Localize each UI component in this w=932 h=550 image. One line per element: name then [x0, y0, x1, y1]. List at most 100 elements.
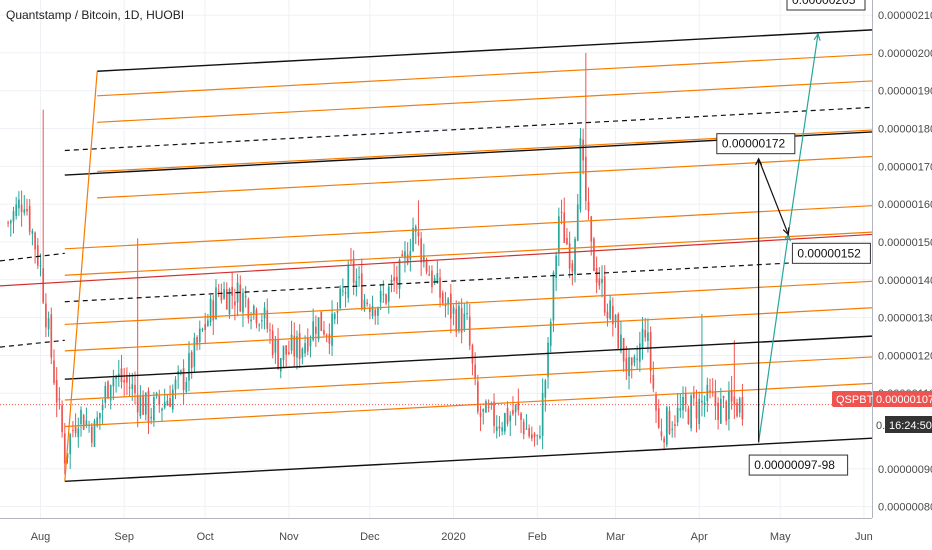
candle-body — [269, 329, 271, 331]
candle-body — [134, 384, 136, 394]
candle-body — [109, 384, 112, 401]
candle-body — [312, 321, 315, 341]
candle-body — [687, 408, 690, 425]
candle-body — [139, 395, 142, 417]
candle-body — [196, 337, 198, 345]
candle-body — [360, 273, 363, 309]
candle-body — [293, 336, 296, 357]
candle-body — [393, 277, 395, 282]
y-tick-label: 0.00000140 — [878, 275, 932, 287]
candle-body — [217, 291, 220, 293]
candle-body — [215, 287, 217, 319]
candle-body — [638, 343, 641, 362]
y-tick-label: 0.00000200 — [878, 48, 932, 60]
candle-body — [549, 321, 552, 346]
y-tick-label: 0.00000210 — [878, 10, 932, 22]
candle-body — [279, 357, 282, 372]
candle-body — [190, 352, 193, 369]
candle-body — [555, 255, 557, 278]
candle-body — [131, 384, 134, 389]
candle-body — [539, 435, 541, 438]
candle-body — [7, 222, 9, 224]
candle-body — [50, 314, 53, 358]
candle-body — [333, 313, 336, 320]
candle-body — [336, 310, 339, 313]
candle-body — [53, 360, 55, 384]
candle-body — [366, 302, 368, 305]
candle-body — [123, 379, 126, 383]
candle-body — [315, 326, 317, 334]
candle-body — [55, 380, 58, 403]
candle-body — [212, 300, 215, 321]
candle-body — [544, 380, 547, 398]
candle-body — [660, 431, 663, 437]
candle-body — [409, 251, 412, 260]
candle-body — [463, 313, 466, 331]
time-axis[interactable]: Aug Sep Oct Nov Dec 2020 Feb Mar Apr May Jun — [31, 531, 873, 543]
candle-body — [552, 272, 555, 321]
price-axis[interactable]: 0.000000800.000000900.000001100.00000120… — [878, 10, 932, 514]
candle-body — [290, 334, 293, 351]
candle-body — [355, 280, 358, 286]
candle-body — [99, 412, 101, 419]
candle-body — [358, 276, 360, 278]
candle-body — [144, 392, 147, 415]
candle-body — [682, 396, 684, 411]
candle-body — [277, 339, 279, 369]
callout-label: 0.00000172 — [722, 137, 786, 151]
candle-body — [45, 303, 47, 328]
arrowhead — [782, 227, 790, 236]
candle-body — [204, 324, 207, 330]
x-tick-label: Aug — [31, 531, 51, 543]
candle-body — [649, 332, 652, 371]
candle-body — [80, 409, 82, 425]
candle-body — [722, 396, 725, 399]
candle-body — [633, 356, 636, 363]
candle-body — [509, 415, 512, 422]
candle-body — [231, 287, 234, 296]
candle-body — [520, 413, 522, 420]
candle-body — [36, 245, 39, 266]
candle-body — [306, 337, 309, 352]
candle-body — [695, 401, 698, 419]
last-price-label: 0.00000107 — [876, 394, 932, 406]
fib-level-line — [64, 307, 873, 352]
candle-body — [425, 259, 428, 272]
candle-body — [536, 434, 539, 436]
candle-body — [593, 238, 595, 272]
candle-body — [250, 319, 252, 322]
candle-body — [93, 421, 96, 447]
candle-body — [274, 338, 277, 353]
projection-arrow-green — [758, 234, 789, 443]
candle-body — [738, 398, 741, 413]
candle-body — [501, 427, 503, 432]
candle-body — [15, 204, 18, 217]
candle-body — [574, 238, 576, 275]
y-tick-label: 0.00000080 — [878, 502, 932, 514]
candle-body — [725, 401, 728, 421]
fib-level-line — [64, 280, 873, 326]
candle-body — [34, 232, 36, 250]
candle-body — [566, 237, 568, 245]
candle-body — [474, 364, 476, 379]
candle-body — [487, 406, 490, 408]
candle-body — [584, 156, 587, 202]
channel-level-line — [97, 29, 873, 72]
candle-body — [96, 417, 99, 426]
candle-body — [396, 276, 398, 284]
symbol-price-tag: QSPBTC — [832, 391, 881, 407]
candle-body — [582, 139, 584, 161]
candle-body — [82, 415, 85, 430]
candle-body — [601, 279, 603, 283]
callout-box — [786, 0, 866, 11]
candle-body — [66, 453, 69, 459]
candle-body — [320, 311, 323, 331]
candle-body — [74, 426, 77, 434]
candle-body — [533, 433, 536, 438]
candle-body — [150, 416, 153, 419]
candle-body — [77, 428, 80, 438]
candle-body — [560, 211, 563, 213]
candle-body — [12, 211, 15, 222]
x-tick-label: Nov — [279, 531, 299, 543]
